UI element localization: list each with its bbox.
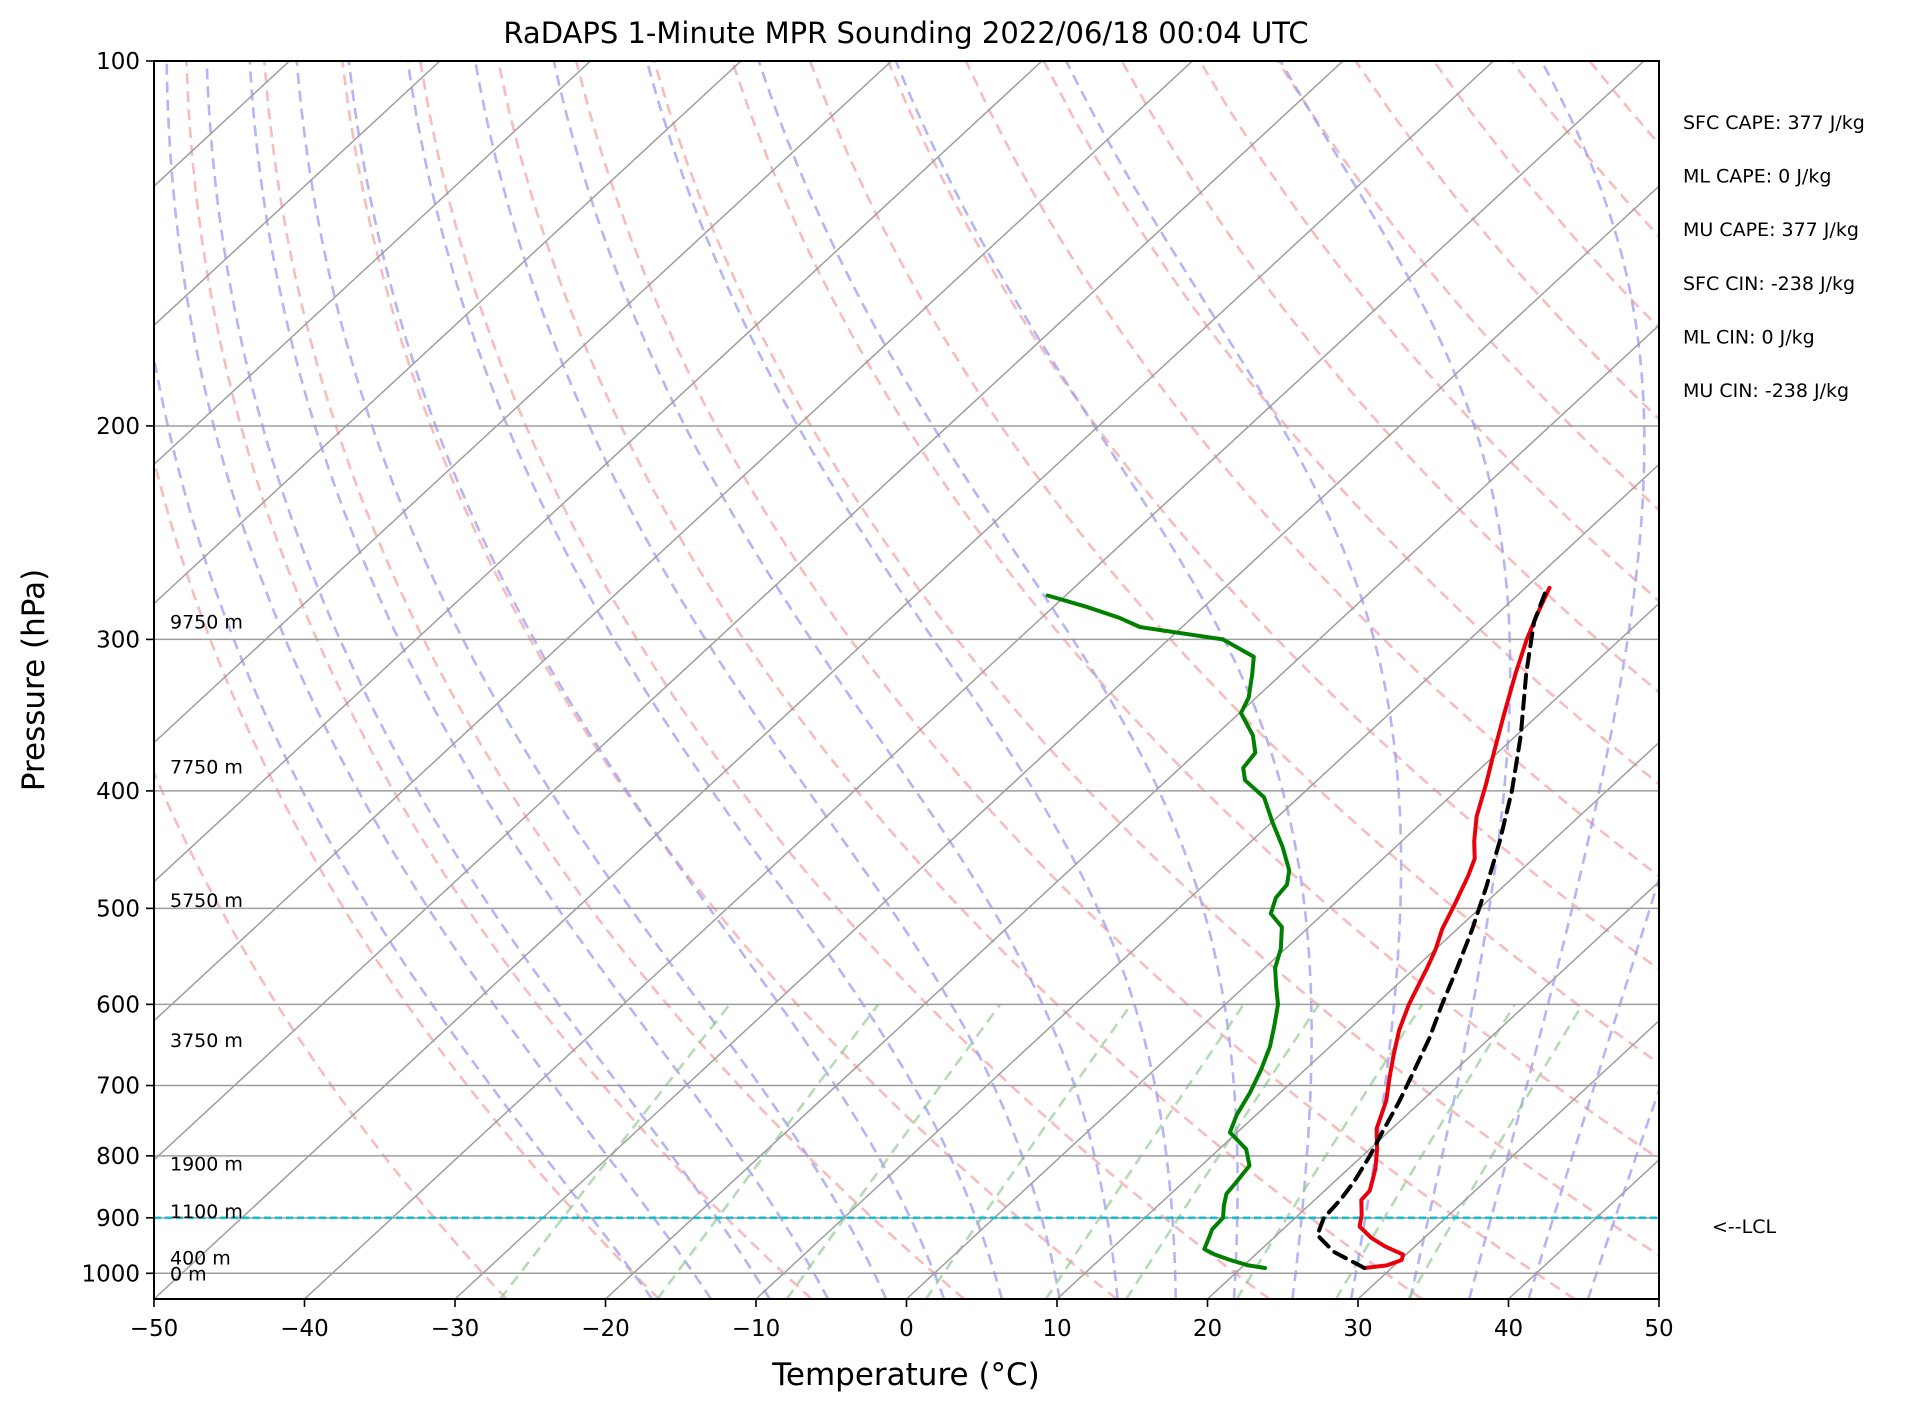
moist-adiabat-line — [894, 61, 1313, 1299]
x-tick-label: −40 — [280, 1316, 329, 1342]
isotherm-line — [604, 324, 1659, 1299]
y-tick-label: 1000 — [81, 1261, 140, 1287]
index-value: ML CIN: 0 J/kg — [1683, 326, 1815, 348]
dewpoint-profile-line — [1045, 593, 1292, 1270]
isotherm-line — [454, 185, 1659, 1299]
moist-adiabat-line — [1467, 61, 1646, 1299]
moist-adiabat-line — [1527, 874, 1659, 1299]
y-axis-label: Pressure (hPa) — [16, 569, 52, 791]
isotherm-line — [1206, 880, 1659, 1299]
moist-adiabat-line — [295, 61, 888, 1299]
temperature-profile-line — [1357, 585, 1552, 1270]
moist-adiabat-line — [406, 61, 1004, 1299]
moist-adiabat-line — [347, 61, 946, 1299]
moist-adiabat-line — [552, 61, 1119, 1299]
dry-adiabat-line — [263, 61, 966, 1299]
isotherm-line — [154, 61, 591, 466]
moist-adiabat-line — [154, 351, 654, 1299]
x-tick-label: 10 — [1042, 1316, 1071, 1342]
x-tick-label: −10 — [732, 1316, 781, 1342]
mixing-ratio-line — [1044, 1003, 1245, 1299]
y-tick-label: 900 — [96, 1206, 140, 1232]
moist-adiabat-line — [1065, 61, 1403, 1299]
index-value: SFC CAPE: 377 J/kg — [1683, 112, 1865, 134]
isotherm-line — [154, 61, 1344, 1161]
isotherm-line — [154, 61, 1193, 1022]
dry-adiabat-line — [154, 769, 508, 1299]
moist-adiabat-line — [1279, 61, 1512, 1299]
height-label: 5750 m — [170, 890, 243, 912]
isotherm-line — [1056, 741, 1659, 1299]
isotherm-line — [905, 602, 1659, 1299]
height-label: 3750 m — [170, 1030, 243, 1052]
y-tick-label: 400 — [96, 779, 140, 805]
isotherm-line — [154, 61, 441, 327]
chart-title: RaDAPS 1-Minute MPR Sounding 2022/06/18 … — [503, 16, 1308, 50]
moist-adiabat-line — [205, 61, 771, 1299]
height-label: 1900 m — [170, 1154, 243, 1176]
isotherm-line — [303, 61, 1645, 1299]
y-tick-label: 600 — [96, 992, 140, 1018]
lcl-label: <--LCL — [1712, 1216, 1776, 1238]
x-axis-label: Temperature (°C) — [771, 1357, 1040, 1393]
y-tick-label: 500 — [96, 896, 140, 922]
indices-panel: SFC CAPE: 377 J/kg ML CAPE: 0 J/kg MU CAPE… — [1683, 112, 1865, 402]
x-tick-label: 30 — [1343, 1316, 1372, 1342]
dry-adiabat-line — [496, 61, 1423, 1299]
height-label: 400 m — [170, 1247, 231, 1269]
y-tick-label: 200 — [96, 414, 140, 440]
mixing-ratio-line — [1407, 1003, 1584, 1299]
x-tick-label: −20 — [581, 1316, 630, 1342]
y-tick-label: 300 — [96, 627, 140, 653]
dry-adiabat-line — [652, 61, 1659, 1257]
isotherm-line — [1357, 1019, 1659, 1299]
index-value: ML CAPE: 0 J/kg — [1683, 166, 1831, 188]
moist-adiabat-line — [165, 61, 713, 1299]
x-tick-label: −30 — [431, 1316, 480, 1342]
index-value: SFC CIN: -238 J/kg — [1683, 273, 1855, 295]
mixing-ratio-line — [656, 1003, 880, 1299]
moist-adiabat-line — [1586, 1086, 1659, 1299]
y-tick-label: 700 — [96, 1074, 140, 1100]
dry-adiabat-line — [1120, 61, 1659, 694]
mixing-ratio-line — [924, 1003, 1133, 1299]
x-tick-label: −50 — [130, 1316, 179, 1342]
isotherm-line — [154, 61, 1043, 883]
mixing-ratio-line — [499, 1003, 731, 1299]
height-label: 7750 m — [170, 757, 243, 779]
dry-adiabat-line — [886, 61, 1659, 971]
dry-adiabat-line — [574, 61, 1576, 1299]
isotherm-line — [755, 463, 1659, 1299]
height-label: 9750 m — [170, 612, 243, 634]
isotherm-line — [154, 61, 1494, 1299]
y-tick-label: 100 — [96, 49, 140, 75]
mixing-ratio-line — [1334, 1003, 1516, 1299]
dry-adiabat-line — [154, 455, 660, 1299]
dry-adiabat-line — [341, 61, 1118, 1299]
x-tick-label: 40 — [1494, 1316, 1523, 1342]
height-label: 1100 m — [170, 1201, 243, 1223]
parcel-profile-line — [1315, 591, 1547, 1270]
x-tick-label: 50 — [1644, 1316, 1673, 1342]
index-value: MU CIN: -238 J/kg — [1683, 380, 1849, 402]
x-tick-label: 20 — [1193, 1316, 1222, 1342]
isotherm-line — [154, 61, 742, 605]
moist-adiabat-line — [248, 61, 830, 1299]
moist-adiabat-line — [645, 61, 1177, 1299]
mixing-ratio-line — [1125, 1003, 1320, 1299]
dry-adiabat-line — [419, 61, 1271, 1299]
dry-adiabat-line — [1042, 61, 1659, 786]
height-label: 0 m — [170, 1263, 207, 1285]
mixing-ratio-line — [1235, 1003, 1424, 1299]
moist-adiabat-line — [473, 61, 1061, 1299]
x-tick-label: 0 — [899, 1316, 914, 1342]
index-value: MU CAPE: 377 J/kg — [1683, 219, 1859, 241]
isotherm-line — [154, 61, 892, 744]
y-tick-label: 800 — [96, 1144, 140, 1170]
